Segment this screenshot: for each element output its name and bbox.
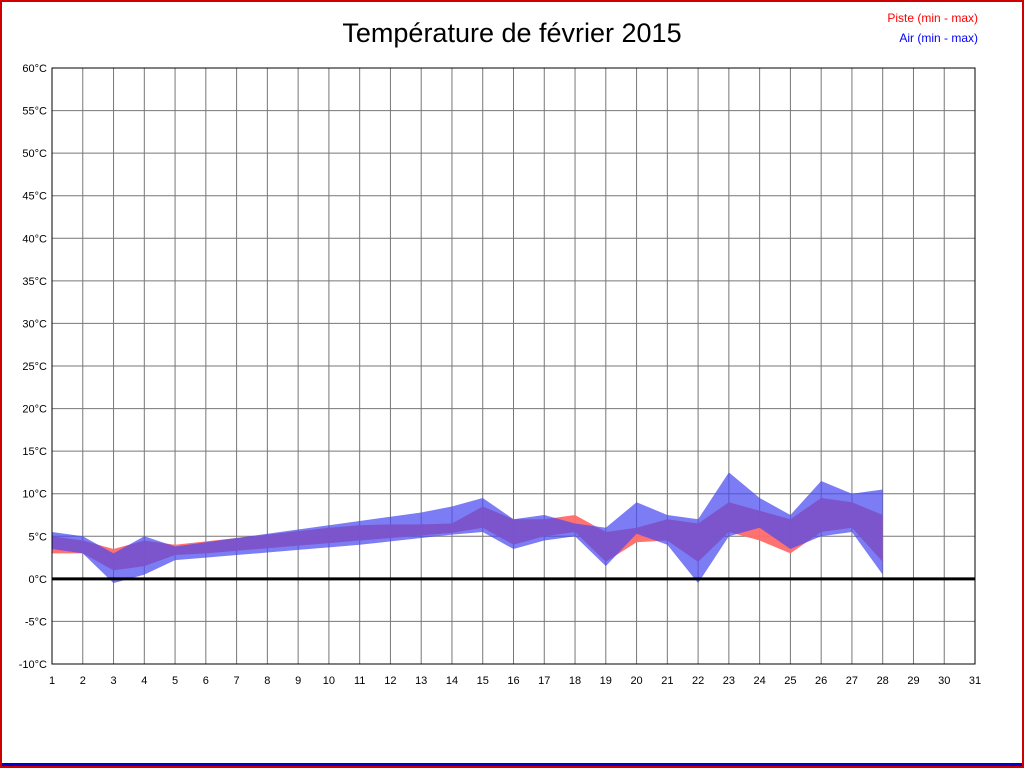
y-tick-label: -5°C: [25, 616, 47, 628]
y-tick-label: 10°C: [22, 489, 47, 501]
grid-layer: [51, 67, 976, 665]
y-tick-label: 60°C: [22, 63, 47, 75]
x-tick-label: 29: [907, 675, 919, 687]
x-tick-label: 15: [477, 675, 489, 687]
x-tick-label: 30: [938, 675, 950, 687]
y-tick-label: 35°C: [22, 276, 47, 288]
x-tick-label: 4: [141, 675, 147, 687]
air-band: [52, 472, 883, 584]
plot-border: [51, 67, 976, 665]
bottom-border-line: [2, 763, 1022, 766]
x-tick-label: 18: [569, 675, 581, 687]
legend-piste: Piste (min - max): [887, 11, 978, 25]
y-tick-label: 45°C: [22, 191, 47, 203]
x-tick-label: 26: [815, 675, 827, 687]
y-tick-label: 15°C: [22, 446, 47, 458]
x-tick-label: 25: [784, 675, 796, 687]
y-tick-label: 20°C: [22, 404, 47, 416]
x-tick-label: 10: [323, 675, 335, 687]
x-tick-label: 28: [877, 675, 889, 687]
x-tick-label: 1: [49, 675, 55, 687]
x-tick-label: 14: [446, 675, 458, 687]
y-tick-label: 25°C: [22, 361, 47, 373]
chart-title: Température de février 2015: [342, 18, 682, 48]
x-tick-label: 22: [692, 675, 704, 687]
x-tick-label: 19: [600, 675, 612, 687]
x-tick-label: 2: [80, 675, 86, 687]
x-tick-label: 3: [110, 675, 116, 687]
x-tick-label: 12: [384, 675, 396, 687]
axis-labels: 60°C55°C50°C45°C40°C35°C30°C25°C20°C15°C…: [19, 63, 981, 687]
x-tick-label: 17: [538, 675, 550, 687]
x-tick-label: 16: [507, 675, 519, 687]
x-tick-label: 5: [172, 675, 178, 687]
y-tick-label: 30°C: [22, 318, 47, 330]
legend-air: Air (min - max): [899, 31, 978, 45]
x-tick-label: 24: [754, 675, 766, 687]
legend: Piste (min - max) Air (min - max): [887, 8, 978, 48]
x-tick-label: 31: [969, 675, 981, 687]
x-tick-label: 11: [354, 675, 365, 687]
x-tick-label: 9: [295, 675, 301, 687]
y-tick-label: 55°C: [22, 106, 47, 118]
x-tick-label: 27: [846, 675, 858, 687]
x-tick-label: 7: [234, 675, 240, 687]
x-tick-label: 6: [203, 675, 209, 687]
x-tick-label: 8: [264, 675, 270, 687]
x-tick-label: 13: [415, 675, 427, 687]
y-tick-label: 40°C: [22, 233, 47, 245]
x-tick-label: 21: [661, 675, 673, 687]
x-tick-label: 23: [723, 675, 735, 687]
y-tick-label: -10°C: [19, 659, 47, 671]
y-tick-label: 5°C: [29, 531, 48, 543]
y-tick-label: 50°C: [22, 148, 47, 160]
y-tick-label: 0°C: [29, 574, 48, 586]
x-tick-label: 20: [630, 675, 642, 687]
